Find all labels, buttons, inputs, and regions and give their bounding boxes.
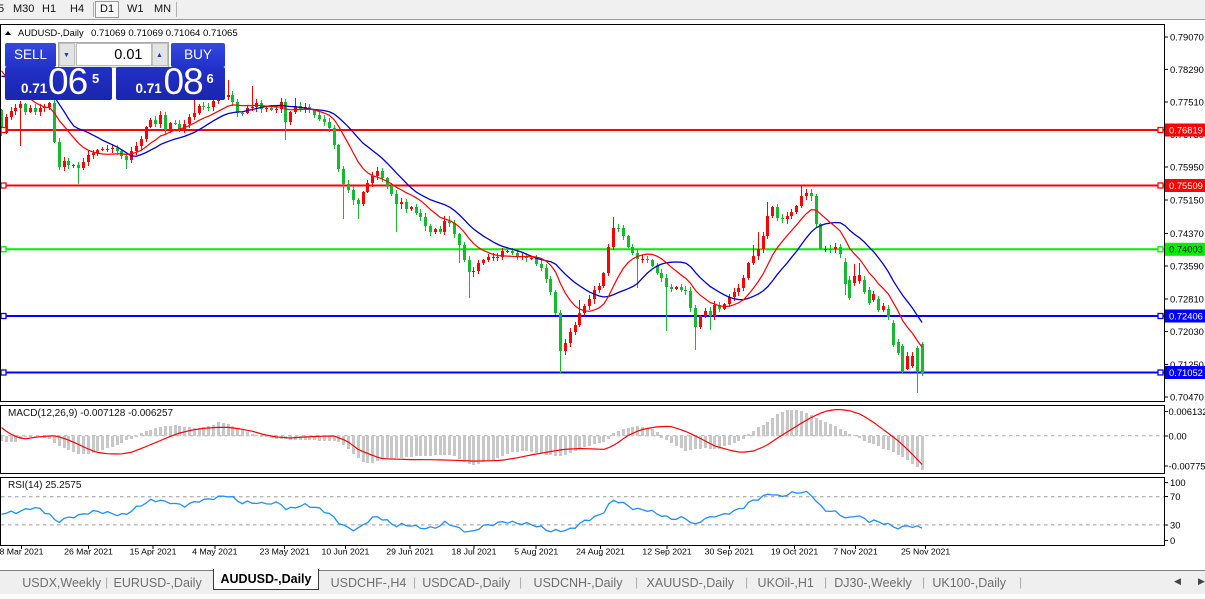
svg-text:25 Nov 2021: 25 Nov 2021: [901, 547, 950, 557]
svg-text:0.006132: 0.006132: [1169, 406, 1205, 417]
svg-text:0.72030: 0.72030: [1170, 326, 1204, 337]
svg-text:0.73590: 0.73590: [1170, 261, 1204, 272]
svg-text:0.76819: 0.76819: [1169, 124, 1203, 135]
svg-text:15 Apr 2021: 15 Apr 2021: [130, 547, 177, 557]
svg-text:5 Aug 2021: 5 Aug 2021: [514, 547, 558, 557]
svg-text:0.74370: 0.74370: [1170, 228, 1204, 239]
svg-text:29 Jun 2021: 29 Jun 2021: [386, 547, 434, 557]
svg-text:0.70470: 0.70470: [1170, 391, 1204, 402]
svg-text:18 Jul 2021: 18 Jul 2021: [452, 547, 497, 557]
svg-text:0: 0: [1170, 535, 1175, 546]
svg-text:0.00: 0.00: [1169, 430, 1187, 441]
svg-text:0.74003: 0.74003: [1169, 244, 1203, 255]
svg-text:0.79070: 0.79070: [1170, 31, 1204, 42]
svg-text:30 Sep 2021: 30 Sep 2021: [705, 547, 754, 557]
svg-text:7 Nov 2021: 7 Nov 2021: [833, 547, 878, 557]
svg-text:10 Jun 2021: 10 Jun 2021: [321, 547, 369, 557]
svg-text:0.75150: 0.75150: [1170, 195, 1204, 206]
svg-text:26 Mar 2021: 26 Mar 2021: [64, 547, 113, 557]
svg-text:19 Oct 2021: 19 Oct 2021: [771, 547, 819, 557]
svg-text:8 Mar 2021: 8 Mar 2021: [0, 547, 44, 557]
svg-text:12 Sep 2021: 12 Sep 2021: [642, 547, 691, 557]
svg-text:30: 30: [1170, 519, 1180, 530]
svg-text:70: 70: [1170, 491, 1180, 502]
svg-text:24 Aug 2021: 24 Aug 2021: [576, 547, 625, 557]
svg-text:0.71052: 0.71052: [1169, 367, 1203, 378]
svg-text:23 May 2021: 23 May 2021: [260, 547, 310, 557]
svg-text:0.77510: 0.77510: [1170, 97, 1204, 108]
svg-text:0.75509: 0.75509: [1169, 180, 1203, 191]
svg-text:0.75950: 0.75950: [1170, 162, 1204, 173]
svg-text:0.72810: 0.72810: [1170, 294, 1204, 305]
svg-text:100: 100: [1170, 477, 1186, 488]
svg-text:4 May 2021: 4 May 2021: [192, 547, 238, 557]
svg-text:-0.007759: -0.007759: [1169, 461, 1205, 472]
svg-text:0.72406: 0.72406: [1169, 310, 1203, 321]
svg-text:0.78290: 0.78290: [1170, 64, 1204, 75]
